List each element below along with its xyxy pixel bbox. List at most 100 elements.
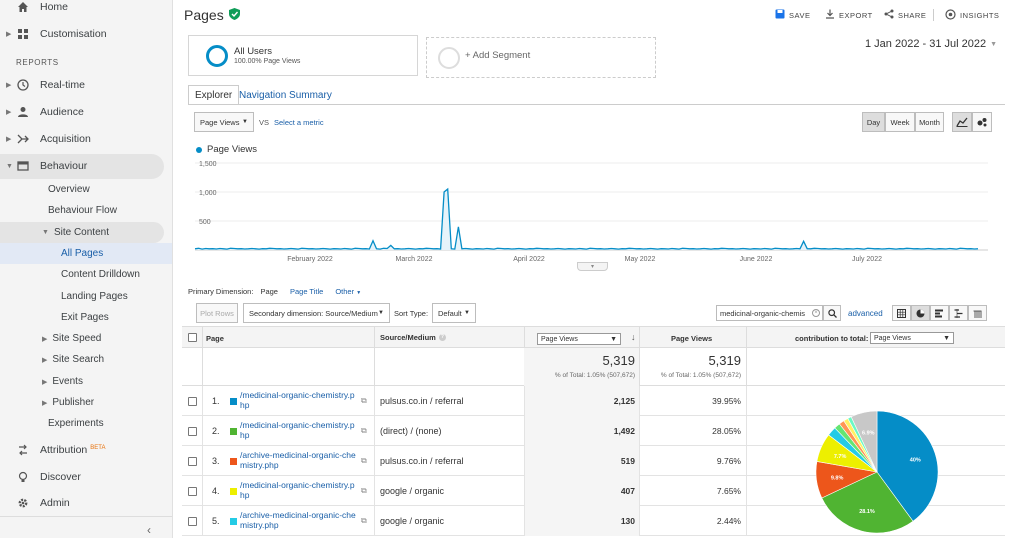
plot-rows-button[interactable]: Plot Rows <box>196 303 238 323</box>
motion-chart-button[interactable] <box>972 112 992 132</box>
row-checkbox[interactable] <box>188 506 197 536</box>
metric-selector[interactable]: Page Views ▼ <box>194 112 254 132</box>
sidebar-item-landing-pages[interactable]: Landing Pages <box>61 291 128 302</box>
sort-type-select[interactable]: Default ▼ <box>432 303 476 323</box>
day-button[interactable]: Day <box>862 112 885 132</box>
row-number: 5. <box>212 516 220 526</box>
row-checkbox[interactable] <box>188 446 197 476</box>
column-header-page-views[interactable]: Page Views <box>671 334 713 343</box>
row-source-medium[interactable]: google / organic <box>380 486 445 496</box>
pivot-view-button[interactable] <box>968 305 987 321</box>
column-header-source-medium[interactable]: Source/Medium? <box>380 333 446 342</box>
row-page-link[interactable]: /medicinal-organic-chemistry.p hp <box>240 390 355 410</box>
caret-right-icon: ▶ <box>6 82 12 89</box>
dimension-page[interactable]: Page <box>260 287 278 296</box>
pie-slice[interactable] <box>850 410 878 473</box>
row-page-link[interactable]: /medicinal-organic-chemistry.p hp <box>240 480 355 500</box>
segment-all-users[interactable]: All Users 100.00% Page Views <box>188 35 418 76</box>
sidebar-item-discover[interactable]: Discover <box>0 464 170 490</box>
export-button[interactable]: EXPORT <box>825 9 873 21</box>
sidebar-item-audience[interactable]: ▶ Audience <box>6 106 84 118</box>
collapse-sidebar-icon[interactable]: ‹ <box>147 523 151 537</box>
row-source-medium[interactable]: pulsus.co.in / referral <box>380 396 464 406</box>
sidebar-item-realtime[interactable]: ▶ Real-time <box>6 79 85 91</box>
dimension-other[interactable]: Other ▼ <box>335 287 362 296</box>
sidebar-item-experiments[interactable]: Experiments <box>48 418 104 429</box>
row-page-views: 2,125 <box>613 396 635 406</box>
sidebar-item-content-drilldown[interactable]: Content Drilldown <box>61 269 140 280</box>
dimension-page-title[interactable]: Page Title <box>289 287 324 296</box>
sidebar-item-customisation[interactable]: ▶ Customisation <box>6 27 107 41</box>
sidebar-item-site-search[interactable]: ▶ Site Search <box>42 354 105 365</box>
open-page-icon[interactable]: ⧉ <box>361 396 367 405</box>
sidebar-item-behaviour[interactable]: ▼ Behaviour <box>6 160 88 172</box>
sidebar-item-publisher[interactable]: ▶ Publisher <box>42 397 95 408</box>
table-totals-row: 5,319 % of Total: 1.05% (507,672) 5,319 … <box>182 348 1005 386</box>
search-button[interactable] <box>823 305 841 321</box>
sidebar-item-events[interactable]: ▶ Events <box>42 376 83 387</box>
performance-view-button[interactable] <box>930 305 949 321</box>
percentage-view-button[interactable] <box>911 305 930 321</box>
date-range-picker[interactable]: 1 Jan 2022 - 31 Jul 2022 ▼ <box>865 38 998 50</box>
share-button[interactable]: SHARE <box>884 9 926 21</box>
sidebar-item-admin[interactable]: Admin <box>0 490 170 516</box>
sidebar-item-overview[interactable]: Overview <box>48 184 90 195</box>
series-area <box>195 189 978 250</box>
line-chart-button[interactable] <box>952 112 972 132</box>
sidebar-item-acquisition[interactable]: ▶ Acquisition <box>6 133 91 145</box>
data-table-view-button[interactable] <box>892 305 911 321</box>
table-search-input[interactable]: medicinal-organic-chemis × <box>716 305 823 321</box>
line-chart: 1,500 1,000 500 February 2022 March 2022 Apri… <box>194 161 988 263</box>
open-page-icon[interactable]: ⧉ <box>361 486 367 495</box>
sidebar-item-site-speed[interactable]: ▶ Site Speed <box>42 333 102 344</box>
month-button[interactable]: Month <box>915 112 944 132</box>
metric-column-select[interactable]: Page Views ▼ <box>537 333 621 345</box>
row-checkbox[interactable] <box>188 416 197 446</box>
row-number: 4. <box>212 486 220 496</box>
clear-search-icon[interactable]: × <box>812 309 820 317</box>
sidebar-item-behaviour-flow[interactable]: Behaviour Flow <box>48 205 117 216</box>
caret-right-icon: ▶ <box>6 109 12 116</box>
select-all-checkbox[interactable] <box>188 333 197 342</box>
row-page-link[interactable]: /medicinal-organic-chemistry.p hp <box>240 420 355 440</box>
sidebar-item-site-content[interactable]: ▼ Site Content <box>42 227 109 238</box>
row-source-medium[interactable]: google / organic <box>380 516 445 526</box>
contribution-metric-select[interactable]: Page Views ▼ <box>870 332 954 344</box>
series-line-page-views[interactable] <box>194 187 979 250</box>
row-checkbox[interactable] <box>188 476 197 506</box>
open-page-icon[interactable]: ⧉ <box>361 516 367 525</box>
caret-right-icon: ▶ <box>42 356 48 364</box>
sidebar-item-exit-pages[interactable]: Exit Pages <box>61 312 109 323</box>
row-source-medium[interactable]: (direct) / (none) <box>380 426 442 436</box>
grid-icon <box>16 27 30 41</box>
row-checkbox[interactable] <box>188 386 197 416</box>
add-segment-button[interactable]: + Add Segment <box>426 37 656 78</box>
row-page-link[interactable]: /archive-medicinal-organic-che mistry.php <box>240 510 356 530</box>
table-row: 2. /medicinal-organic-chemistry.p hp ⧉ (dire… <box>182 416 1005 446</box>
row-source-medium[interactable]: pulsus.co.in / referral <box>380 456 464 466</box>
sort-descending-icon[interactable]: ↓ <box>631 332 636 342</box>
secondary-dimension-select[interactable]: Secondary dimension: Source/Medium ▼ <box>243 303 390 323</box>
chart-legend: Page Views <box>196 144 257 155</box>
sidebar-item-home[interactable]: Home <box>0 0 170 20</box>
tab-explorer[interactable]: Explorer <box>188 85 240 105</box>
column-header-page[interactable]: Page <box>206 334 224 343</box>
open-page-icon[interactable]: ⧉ <box>361 426 367 435</box>
open-page-icon[interactable]: ⧉ <box>361 456 367 465</box>
select-metric-link[interactable]: Select a metric <box>274 118 324 127</box>
advanced-link[interactable]: advanced <box>848 309 883 318</box>
comparison-view-button[interactable] <box>949 305 968 321</box>
week-button[interactable]: Week <box>885 112 915 132</box>
tab-navigation-summary[interactable]: Navigation Summary <box>239 89 332 101</box>
sidebar-item-all-pages[interactable]: All Pages <box>61 248 104 259</box>
sidebar-item-attribution[interactable]: Attribution BETA <box>0 437 170 463</box>
pie-slice[interactable] <box>876 410 939 522</box>
insights-button[interactable]: INSIGHTS <box>945 9 999 22</box>
x-tick-label: July 2022 <box>852 256 882 263</box>
row-contribution-pct: 2.44% <box>716 516 741 526</box>
row-page-link[interactable]: /archive-medicinal-organic-che mistry.php <box>240 450 356 470</box>
save-button[interactable]: SAVE <box>775 9 810 21</box>
row-color-swatch <box>230 457 237 465</box>
caret-down-icon: ▼ <box>990 40 998 48</box>
chart-collapse-handle[interactable]: ▾ <box>577 262 608 271</box>
